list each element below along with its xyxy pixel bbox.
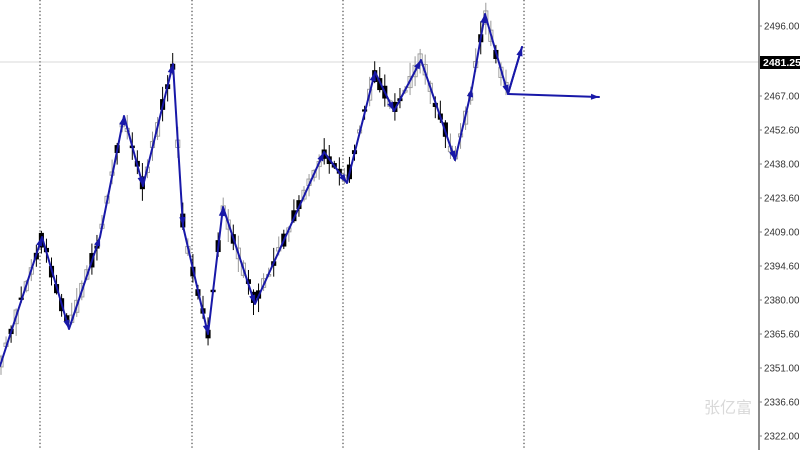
svg-text:2351.00: 2351.00 (764, 364, 800, 375)
svg-text:2467.00: 2467.00 (764, 92, 800, 103)
svg-text:2394.60: 2394.60 (764, 262, 800, 273)
svg-text:2438.00: 2438.00 (764, 160, 800, 171)
svg-text:2322.00: 2322.00 (764, 432, 800, 443)
svg-text:2481.25: 2481.25 (763, 57, 800, 69)
svg-text:2365.60: 2365.60 (764, 330, 800, 341)
svg-text:2336.60: 2336.60 (764, 398, 800, 409)
svg-text:2409.00: 2409.00 (764, 228, 800, 239)
svg-text:2452.60: 2452.60 (764, 126, 800, 137)
svg-text:2423.60: 2423.60 (764, 194, 800, 205)
svg-text:张亿富: 张亿富 (704, 399, 752, 417)
svg-text:2496.00: 2496.00 (764, 22, 800, 33)
svg-text:2380.00: 2380.00 (764, 296, 800, 307)
